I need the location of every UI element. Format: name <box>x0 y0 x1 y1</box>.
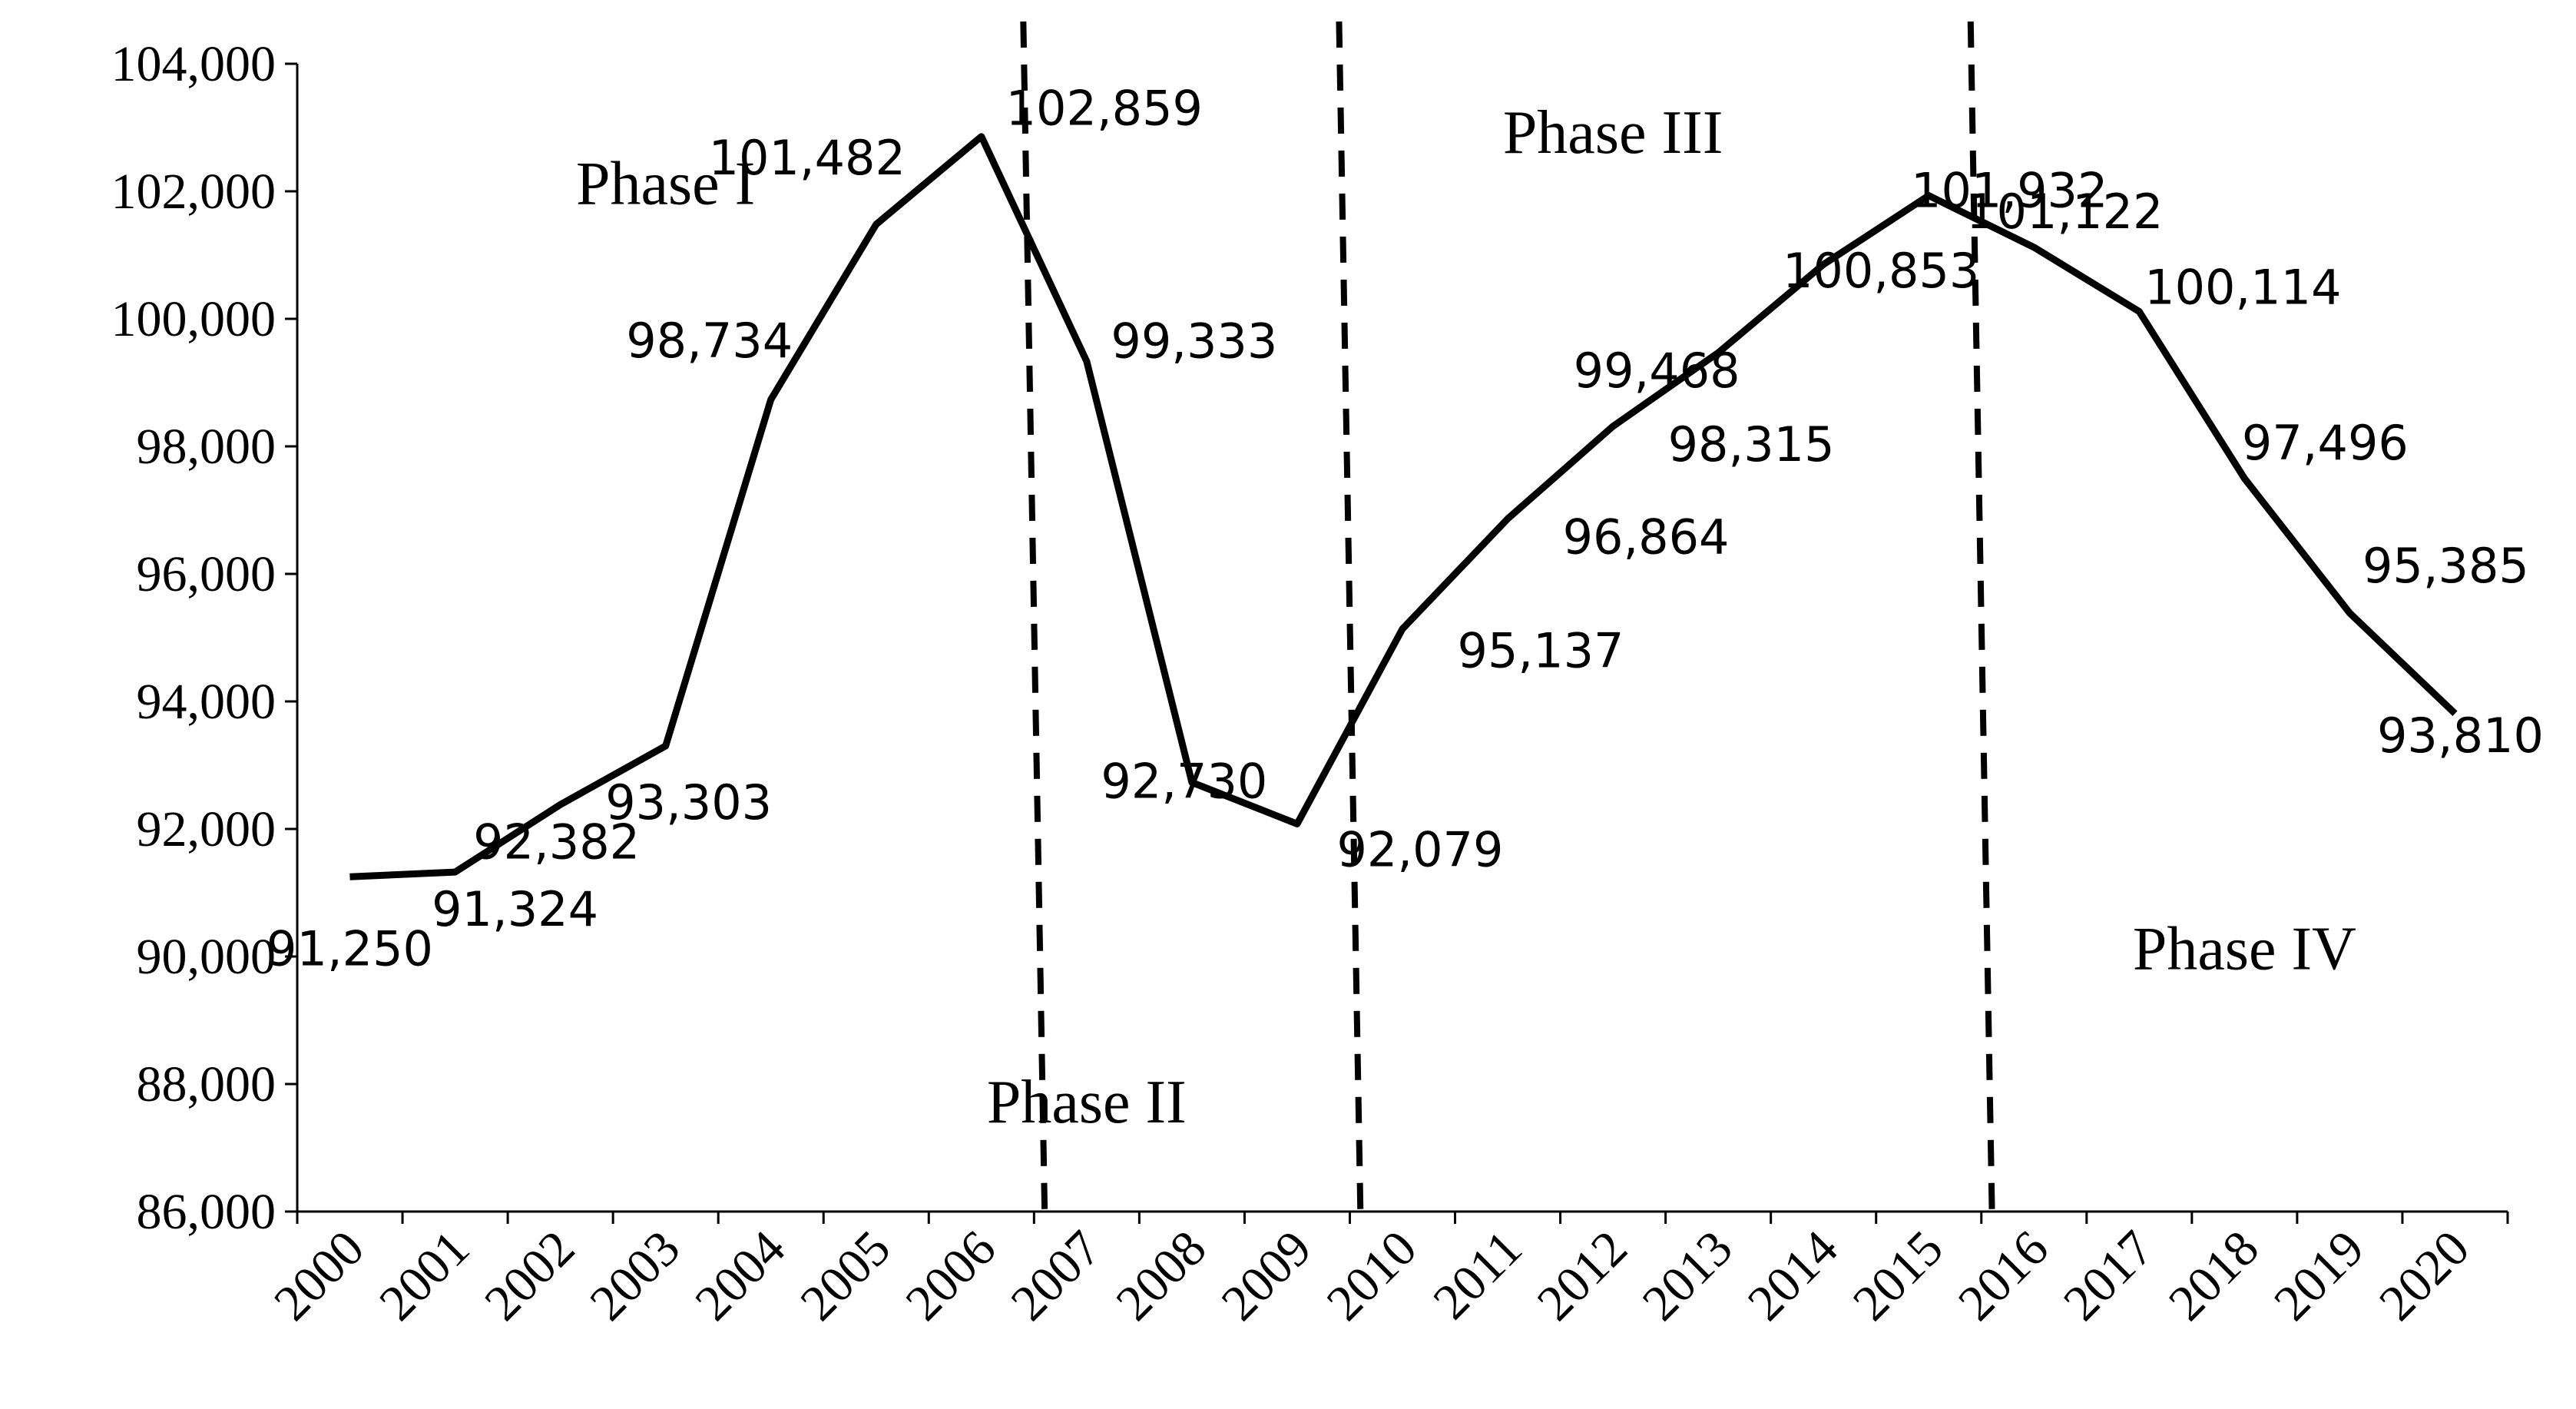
x-tick-label: 2016 <box>1948 1220 2059 1331</box>
y-tick-label: 86,000 <box>137 1184 276 1240</box>
y-tick-label: 94,000 <box>137 674 276 730</box>
data-label: 93,303 <box>605 774 772 830</box>
x-tick-label: 2004 <box>684 1220 796 1331</box>
data-label: 93,810 <box>2377 708 2544 764</box>
y-tick-label: 104,000 <box>111 36 276 92</box>
data-label: 100,114 <box>2144 260 2341 316</box>
x-tick-label: 2013 <box>1632 1220 1743 1331</box>
x-tick-label: 2011 <box>1422 1220 1532 1330</box>
y-tick-label: 96,000 <box>137 546 276 602</box>
data-label: 100,853 <box>1783 243 1979 299</box>
phase-label: Phase III <box>1503 99 1723 167</box>
x-tick-label: 2014 <box>1737 1220 1849 1331</box>
phase-label: Phase I <box>576 151 755 218</box>
x-tick-label: 2020 <box>2369 1220 2480 1331</box>
phase-label: Phase IV <box>2133 916 2356 983</box>
data-label: 95,137 <box>1458 623 1624 679</box>
y-tick-label: 102,000 <box>111 164 276 220</box>
phase-label: Phase II <box>987 1069 1187 1136</box>
data-label: 101,122 <box>1966 184 2163 240</box>
x-tick-label: 2018 <box>2158 1220 2270 1331</box>
phase-divider-line <box>1020 21 1048 1220</box>
series-line-group <box>349 133 2458 880</box>
phase-divider-line <box>1336 21 1364 1220</box>
data-label: 101,482 <box>709 130 906 186</box>
data-label: 91,250 <box>267 920 433 976</box>
data-label: 92,079 <box>1336 821 1503 877</box>
y-tick-label: 98,000 <box>137 419 276 475</box>
phase-divider-line <box>1967 21 1995 1220</box>
data-label: 99,468 <box>1574 343 1740 399</box>
data-label: 92,382 <box>473 814 640 870</box>
data-label: 98,734 <box>626 313 793 369</box>
x-tick-label: 2008 <box>1106 1220 1217 1331</box>
x-tick-label: 2002 <box>474 1220 585 1331</box>
x-tick-label: 2019 <box>2263 1220 2375 1331</box>
x-tick-label: 2005 <box>790 1220 901 1331</box>
x-tick-label: 2006 <box>895 1220 1006 1331</box>
y-tick-label: 100,000 <box>111 291 276 347</box>
data-label: 96,864 <box>1563 509 1730 565</box>
data-label: 102,859 <box>1006 81 1203 137</box>
data-label: 91,324 <box>432 881 598 937</box>
data-label: 101,932 <box>1911 163 2107 219</box>
x-tick-label: 2007 <box>1001 1220 1112 1331</box>
data-label: 98,315 <box>1668 416 1835 472</box>
x-tick-label: 2015 <box>1843 1220 1954 1331</box>
x-tick-label: 2009 <box>1211 1220 1323 1331</box>
data-label: 95,385 <box>2362 538 2529 594</box>
phase-annotations: Phase I Phase II Phase III Phase IV <box>576 99 2356 1136</box>
series-line <box>349 133 2458 880</box>
y-tick-label: 92,000 <box>137 801 276 857</box>
x-tick-label: 2001 <box>369 1220 480 1331</box>
y-tick-label: 88,000 <box>137 1056 276 1112</box>
y-tick-label: 90,000 <box>137 929 276 985</box>
x-tick-label: 2010 <box>1316 1220 1428 1331</box>
phase-dividers <box>1020 21 1995 1220</box>
data-label: 99,333 <box>1111 313 1277 369</box>
data-label: 97,496 <box>2242 415 2409 471</box>
x-tick-label: 2000 <box>263 1220 375 1331</box>
x-tick-label: 2003 <box>579 1220 690 1331</box>
data-label: 92,730 <box>1101 753 1267 809</box>
x-tick-label: 2012 <box>1527 1220 1638 1331</box>
x-tick-label: 2017 <box>2053 1220 2164 1331</box>
